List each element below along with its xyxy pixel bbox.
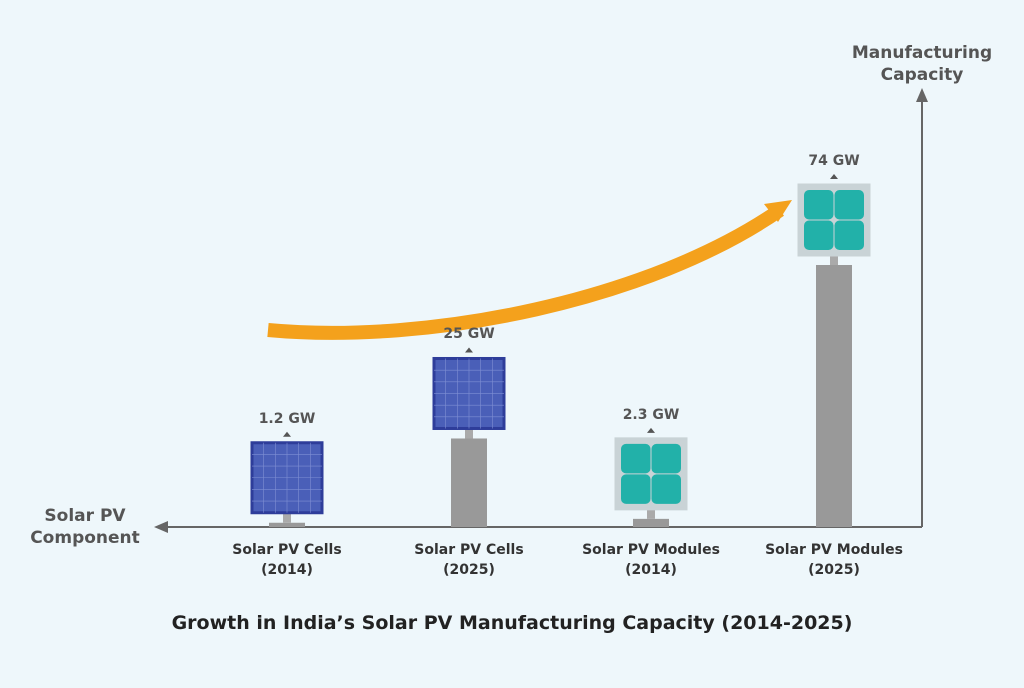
bar — [269, 522, 305, 527]
panel-cell — [621, 443, 651, 474]
panel-post — [283, 512, 291, 523]
x-tick-label: Solar PV Modules (2025) — [765, 542, 903, 578]
x-axis-arrow — [154, 521, 168, 533]
label-pointer — [830, 174, 838, 179]
panel-post — [465, 428, 473, 439]
y-axis-arrow — [916, 88, 928, 102]
panel-cell — [834, 190, 864, 220]
panel-cell — [804, 190, 834, 220]
label-pointer — [647, 427, 655, 433]
panel-post — [647, 508, 655, 519]
panel-cell — [621, 474, 651, 504]
x-axis-label: Solar PV Component — [30, 506, 140, 548]
value-label: 1.2 GW — [258, 410, 316, 427]
x-tick-label: Solar PV Modules (2014) — [582, 542, 720, 578]
panel-cell — [804, 220, 834, 250]
value-label: 2.3 GW — [622, 406, 680, 423]
x-tick-label: Solar PV Cells (2025) — [414, 542, 524, 578]
label-pointer — [465, 347, 473, 353]
bar — [816, 265, 852, 527]
panel-cell — [651, 474, 681, 504]
value-label: 25 GW — [443, 326, 495, 343]
bar — [451, 438, 487, 527]
growth-arrowhead — [764, 200, 792, 222]
growth-arrow — [267, 204, 784, 340]
panel-cell — [651, 443, 681, 474]
bar — [633, 518, 669, 527]
label-pointer — [283, 431, 291, 437]
x-tick-label: Solar PV Cells (2014) — [232, 542, 342, 578]
panel-post — [830, 255, 838, 265]
value-label: 74 GW — [808, 153, 860, 169]
panel-cell — [834, 220, 864, 250]
y-axis-label: Manufacturing Capacity — [851, 43, 993, 85]
chart-title: Growth in India’s Solar PV Manufacturing… — [171, 612, 853, 634]
